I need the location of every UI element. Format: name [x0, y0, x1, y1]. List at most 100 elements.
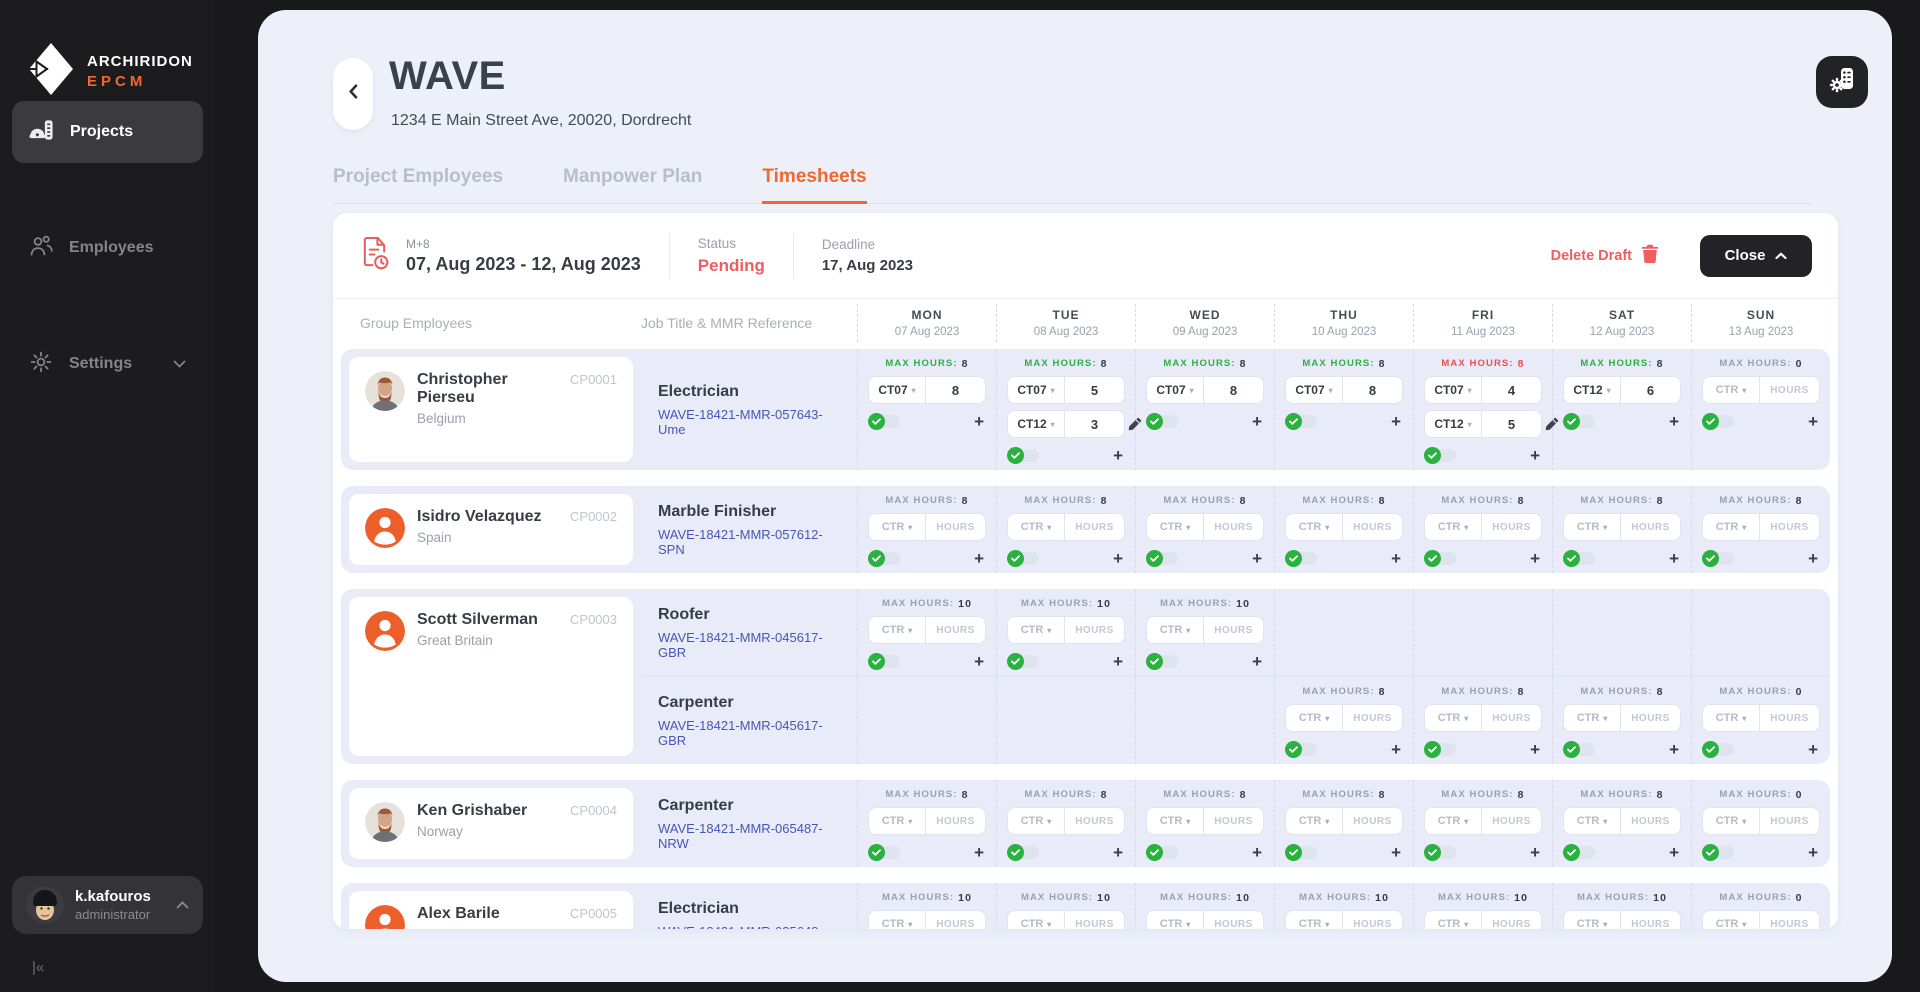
hours-input[interactable]: HOURS	[1482, 514, 1541, 540]
sidebar-item-projects[interactable]: Projects	[12, 101, 203, 163]
hours-input[interactable]: HOURS	[1204, 617, 1263, 643]
add-entry-button[interactable]: +	[974, 653, 984, 670]
hours-input[interactable]: HOURS	[1760, 808, 1819, 834]
add-entry-button[interactable]: +	[1252, 413, 1262, 430]
back-button[interactable]	[333, 58, 373, 130]
add-entry-button[interactable]: +	[1391, 844, 1401, 861]
delete-draft-button[interactable]: Delete Draft	[1551, 244, 1658, 267]
contract-type-select[interactable]: CTR▾	[1564, 514, 1621, 540]
add-entry-button[interactable]: +	[1113, 447, 1123, 464]
hours-input[interactable]: HOURS	[1065, 911, 1124, 929]
approve-toggle[interactable]	[1426, 552, 1456, 565]
hours-input[interactable]: HOURS	[926, 617, 985, 643]
approve-toggle[interactable]	[1287, 743, 1317, 756]
contract-type-select[interactable]: CTR▾	[869, 514, 926, 540]
add-entry-button[interactable]: +	[1808, 550, 1818, 567]
mmr-reference-link[interactable]: WAVE-18421-MMR-057643-Ume	[658, 407, 845, 437]
add-entry-button[interactable]: +	[1808, 741, 1818, 758]
hours-input[interactable]: HOURS	[1065, 808, 1124, 834]
approve-toggle[interactable]	[1009, 552, 1039, 565]
contract-type-select[interactable]: CTR▾	[1147, 808, 1204, 834]
contract-type-select[interactable]: CT07▾	[1286, 377, 1343, 403]
hours-input[interactable]: HOURS	[1621, 514, 1680, 540]
contract-type-select[interactable]: CTR▾	[1286, 514, 1343, 540]
add-entry-button[interactable]: +	[1391, 413, 1401, 430]
project-settings-button[interactable]	[1816, 56, 1868, 108]
edit-icon[interactable]	[1545, 417, 1559, 436]
approve-toggle[interactable]	[870, 552, 900, 565]
contract-type-select[interactable]: CTR▾	[1703, 514, 1760, 540]
edit-icon[interactable]	[1128, 417, 1142, 436]
contract-type-select[interactable]: CTR▾	[1425, 514, 1482, 540]
hours-input[interactable]: HOURS	[1621, 911, 1680, 929]
add-entry-button[interactable]: +	[1391, 550, 1401, 567]
hours-input[interactable]: 8	[926, 377, 985, 403]
hours-input[interactable]: HOURS	[1343, 705, 1402, 731]
mmr-reference-link[interactable]: WAVE-18421-MMR-057612-SPN	[658, 527, 845, 557]
contract-type-select[interactable]: CT12▾	[1008, 411, 1065, 437]
hours-input[interactable]: HOURS	[926, 808, 985, 834]
contract-type-select[interactable]: CTR▾	[1147, 617, 1204, 643]
sidebar-item-settings[interactable]: Settings	[12, 333, 203, 395]
add-entry-button[interactable]: +	[1113, 844, 1123, 861]
add-entry-button[interactable]: +	[1808, 413, 1818, 430]
mmr-reference-link[interactable]: WAVE-18421-MMR-035648-USA	[658, 924, 845, 930]
add-entry-button[interactable]: +	[974, 550, 984, 567]
contract-type-select[interactable]: CTR▾	[1703, 705, 1760, 731]
hours-input[interactable]: 8	[1204, 377, 1263, 403]
add-entry-button[interactable]: +	[1252, 550, 1262, 567]
contract-type-select[interactable]: CTR▾	[1564, 808, 1621, 834]
contract-type-select[interactable]: CTR▾	[1008, 808, 1065, 834]
contract-type-select[interactable]: CTR▾	[1703, 808, 1760, 834]
hours-input[interactable]: HOURS	[1760, 514, 1819, 540]
tab-timesheets[interactable]: Timesheets	[762, 166, 866, 204]
hours-input[interactable]: HOURS	[1343, 514, 1402, 540]
approve-toggle[interactable]	[1704, 415, 1734, 428]
hours-input[interactable]: HOURS	[1760, 911, 1819, 929]
approve-toggle[interactable]	[1148, 415, 1178, 428]
collapse-sidebar-button[interactable]: |«	[32, 959, 44, 976]
hours-input[interactable]: HOURS	[926, 911, 985, 929]
add-entry-button[interactable]: +	[1669, 413, 1679, 430]
contract-type-select[interactable]: CTR▾	[1286, 705, 1343, 731]
hours-input[interactable]: 5	[1065, 377, 1124, 403]
contract-type-select[interactable]: CTR▾	[1147, 911, 1204, 929]
hours-input[interactable]: HOURS	[1760, 705, 1819, 731]
tab-manpower-plan[interactable]: Manpower Plan	[563, 166, 702, 203]
approve-toggle[interactable]	[1148, 655, 1178, 668]
add-entry-button[interactable]: +	[1808, 844, 1818, 861]
contract-type-select[interactable]: CTR▾	[1286, 911, 1343, 929]
approve-toggle[interactable]	[870, 655, 900, 668]
tab-project-employees[interactable]: Project Employees	[333, 166, 503, 203]
contract-type-select[interactable]: CTR▾	[1008, 514, 1065, 540]
contract-type-select[interactable]: CTR▾	[1286, 808, 1343, 834]
approve-toggle[interactable]	[1148, 846, 1178, 859]
approve-toggle[interactable]	[1287, 846, 1317, 859]
hours-input[interactable]: HOURS	[1204, 808, 1263, 834]
hours-input[interactable]: 6	[1621, 377, 1680, 403]
hours-input[interactable]: HOURS	[1621, 705, 1680, 731]
hours-input[interactable]: 3	[1065, 411, 1124, 437]
contract-type-select[interactable]: CTR▾	[1147, 514, 1204, 540]
contract-type-select[interactable]: CTR▾	[1008, 911, 1065, 929]
add-entry-button[interactable]: +	[1113, 653, 1123, 670]
hours-input[interactable]: HOURS	[1760, 377, 1819, 403]
add-entry-button[interactable]: +	[1669, 844, 1679, 861]
add-entry-button[interactable]: +	[1669, 741, 1679, 758]
approve-toggle[interactable]	[870, 415, 900, 428]
add-entry-button[interactable]: +	[1530, 844, 1540, 861]
approve-toggle[interactable]	[1704, 846, 1734, 859]
contract-type-select[interactable]: CTR▾	[1703, 377, 1760, 403]
approve-toggle[interactable]	[1009, 655, 1039, 668]
hours-input[interactable]: HOURS	[1065, 514, 1124, 540]
sidebar-item-employees[interactable]: Employees	[12, 217, 203, 279]
contract-type-select[interactable]: CTR▾	[1425, 705, 1482, 731]
contract-type-select[interactable]: CT12▾	[1425, 411, 1482, 437]
contract-type-select[interactable]: CTR▾	[869, 617, 926, 643]
approve-toggle[interactable]	[1426, 846, 1456, 859]
mmr-reference-link[interactable]: WAVE-18421-MMR-045617-GBR	[658, 630, 845, 660]
contract-type-select[interactable]: CTR▾	[1564, 705, 1621, 731]
add-entry-button[interactable]: +	[1530, 447, 1540, 464]
approve-toggle[interactable]	[1704, 743, 1734, 756]
hours-input[interactable]: HOURS	[1621, 808, 1680, 834]
